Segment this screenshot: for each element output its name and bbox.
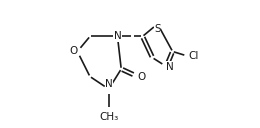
Text: N: N bbox=[114, 31, 121, 41]
Text: CH₃: CH₃ bbox=[99, 112, 118, 122]
Text: O: O bbox=[138, 72, 146, 82]
Text: Cl: Cl bbox=[189, 51, 199, 61]
Text: S: S bbox=[154, 24, 161, 34]
Text: N: N bbox=[105, 79, 113, 89]
Text: N: N bbox=[166, 62, 174, 72]
Text: O: O bbox=[69, 46, 77, 56]
